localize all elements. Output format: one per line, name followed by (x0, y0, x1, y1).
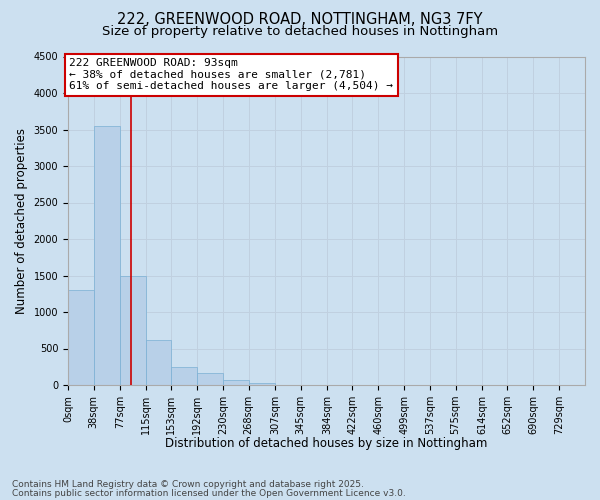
Text: 222, GREENWOOD ROAD, NOTTINGHAM, NG3 7FY: 222, GREENWOOD ROAD, NOTTINGHAM, NG3 7FY (117, 12, 483, 28)
Bar (223, 380, 248, 385)
Text: Contains public sector information licensed under the Open Government Licence v3: Contains public sector information licen… (12, 489, 406, 498)
Text: Contains HM Land Registry data © Crown copyright and database right 2025.: Contains HM Land Registry data © Crown c… (12, 480, 364, 489)
Bar (146, 340, 171, 385)
Bar (94, 126, 120, 385)
Y-axis label: Number of detached properties: Number of detached properties (15, 128, 28, 314)
Bar (171, 367, 197, 385)
Bar (68, 290, 94, 385)
Bar (248, 383, 275, 385)
Bar (197, 374, 223, 385)
X-axis label: Distribution of detached houses by size in Nottingham: Distribution of detached houses by size … (166, 437, 488, 450)
Text: Size of property relative to detached houses in Nottingham: Size of property relative to detached ho… (102, 25, 498, 38)
Bar (120, 276, 146, 385)
Text: 222 GREENWOOD ROAD: 93sqm
← 38% of detached houses are smaller (2,781)
61% of se: 222 GREENWOOD ROAD: 93sqm ← 38% of detac… (70, 58, 394, 91)
